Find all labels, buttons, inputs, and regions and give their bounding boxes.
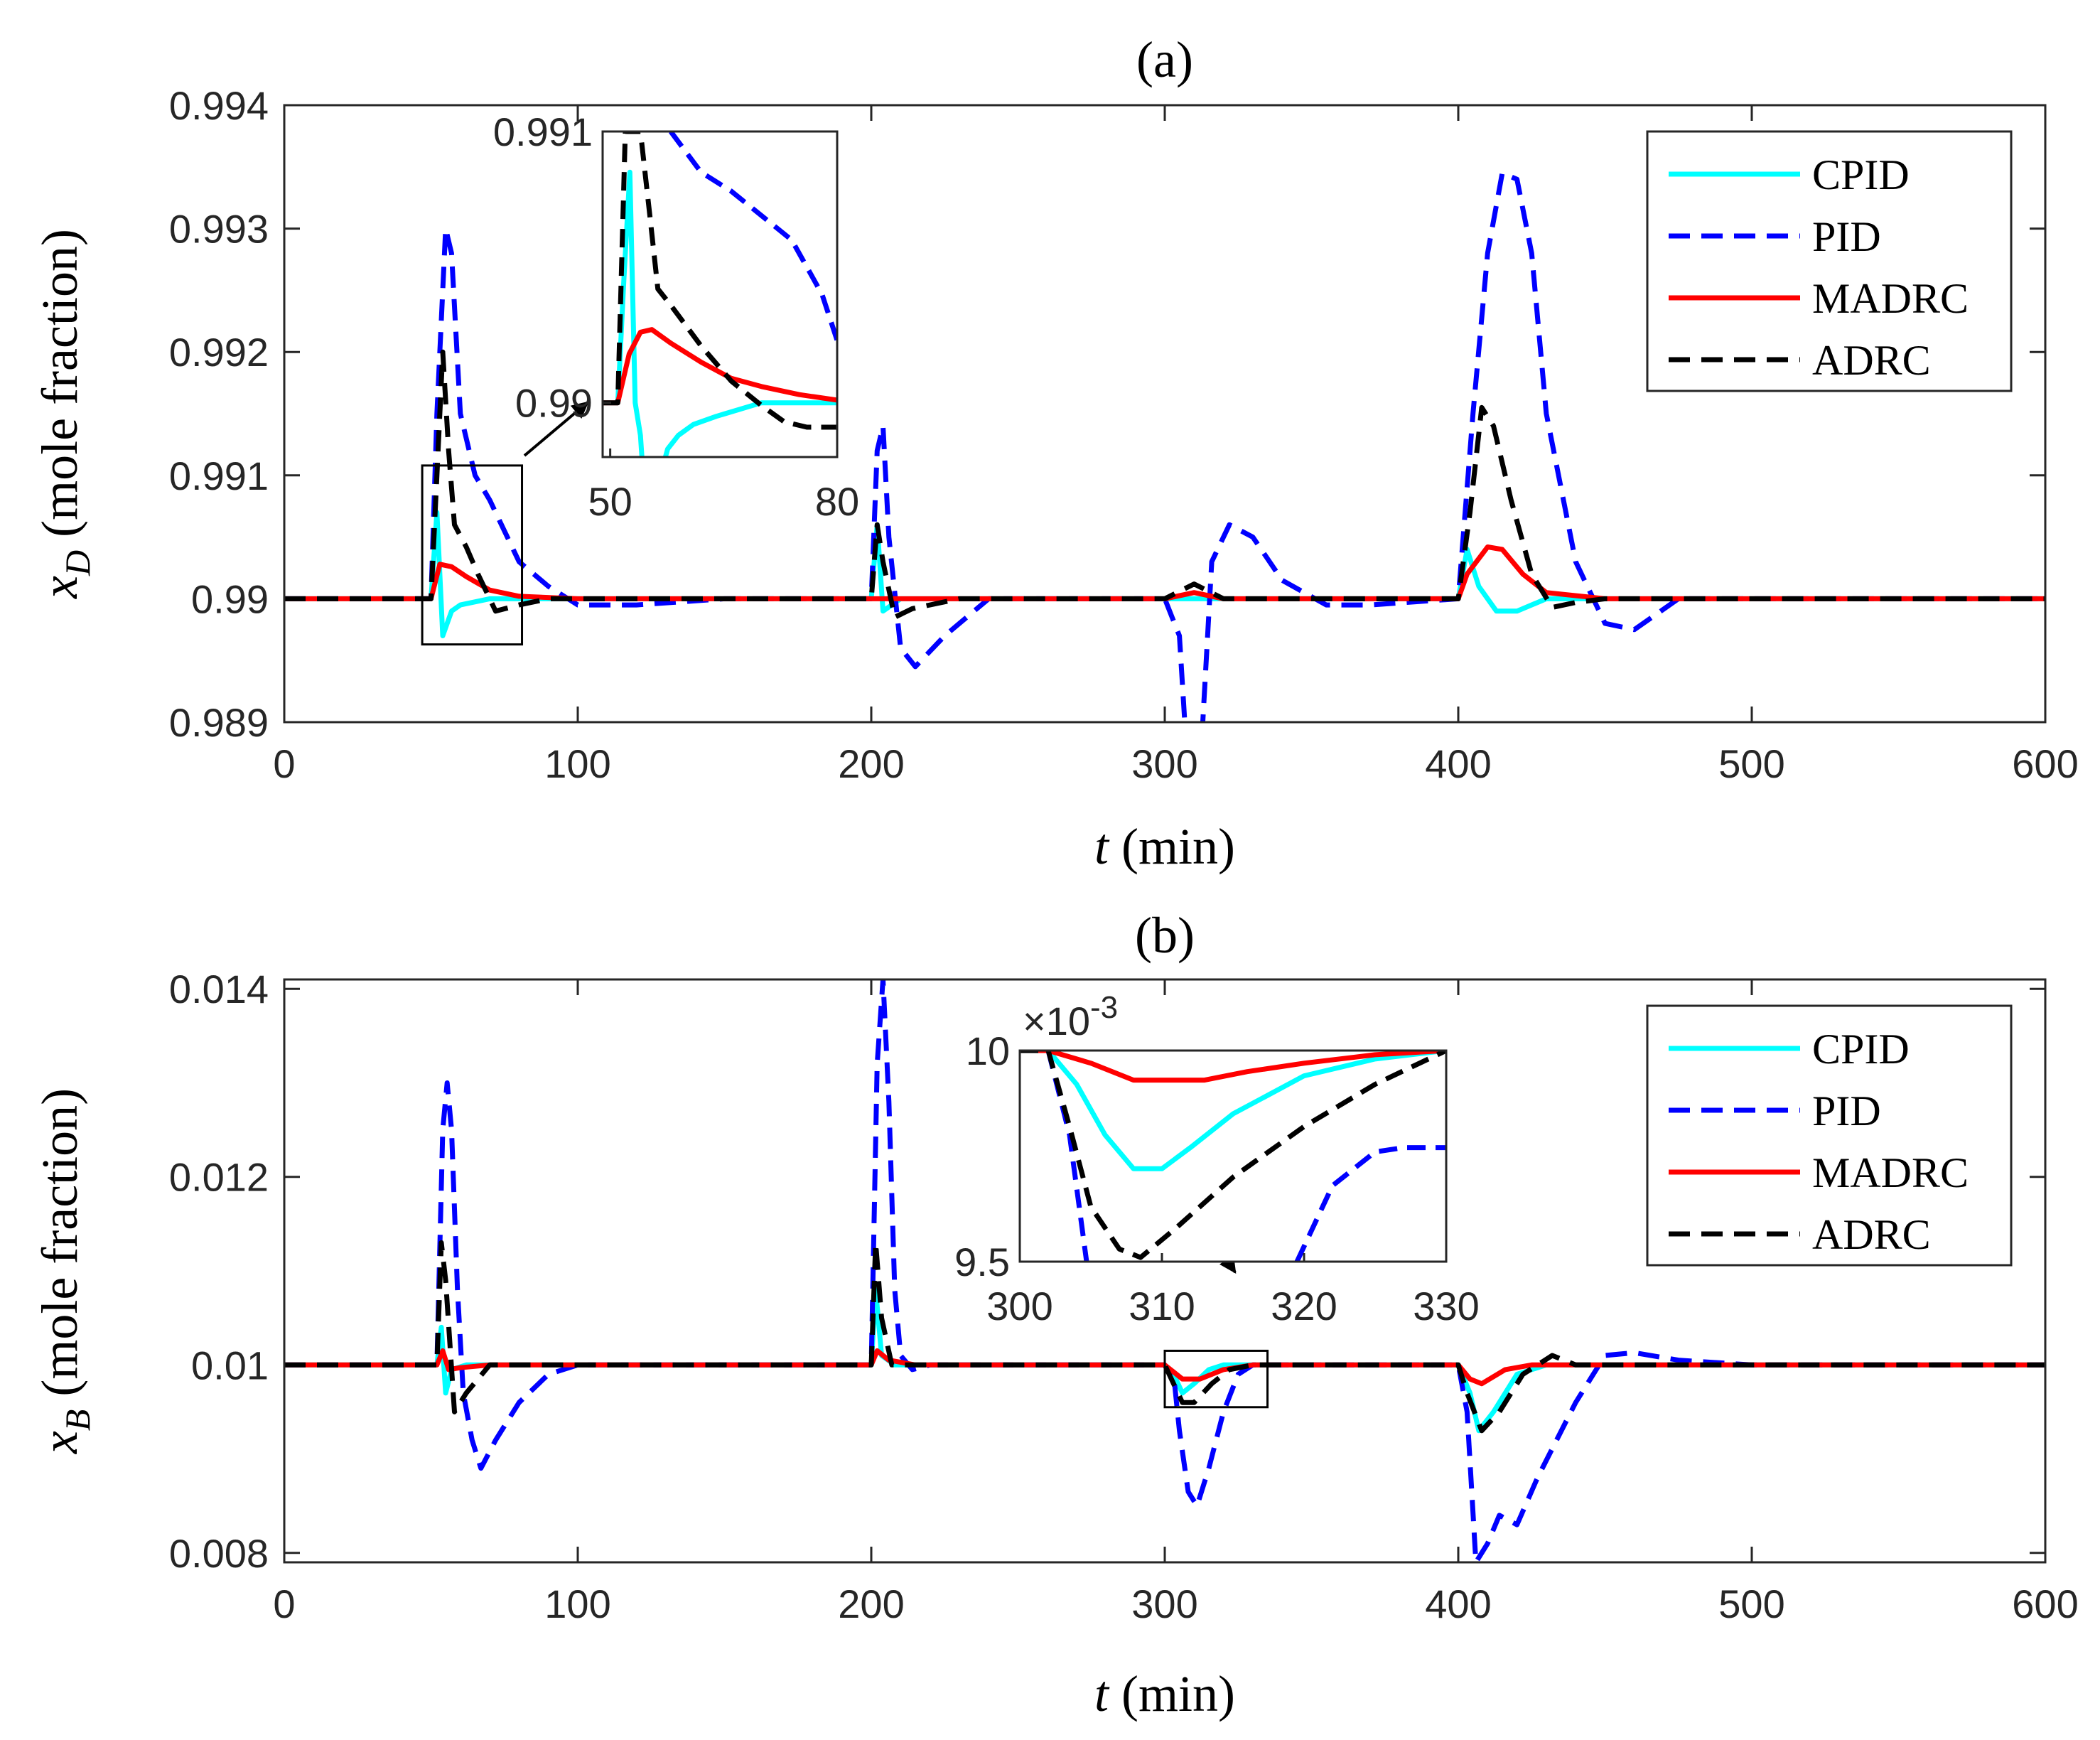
inset-x-tick-label: 50: [588, 479, 632, 524]
x-tick-label: 200: [838, 741, 904, 786]
series-group: [603, 131, 837, 457]
zoom-region-box: [421, 464, 524, 646]
x-tick-label: 400: [1425, 1581, 1491, 1626]
inset-y-tick-label: 9.5: [954, 1240, 1010, 1284]
series-line-adrc: [284, 349, 2045, 620]
series-line-pid: [284, 171, 2045, 722]
series-group: [284, 171, 2045, 722]
x-axis-label-unit: (min): [1109, 818, 1235, 875]
legend-label-madrc: MADRC: [1812, 275, 1969, 322]
inset-frame: [1018, 1049, 1448, 1263]
legend-label-adrc: ADRC: [1812, 337, 1931, 384]
y-axis-label-var: x: [31, 1431, 88, 1454]
y-axis-label: xD (mole fraction): [31, 229, 97, 599]
legend-label-cpid: CPID: [1812, 151, 1910, 198]
y-tick-label: 0.014: [169, 967, 269, 1011]
series-line-madrc: [284, 544, 2045, 601]
inset-chart: 50 80 0.99 0.991: [493, 109, 859, 524]
chart-title: (b): [1135, 907, 1195, 964]
legend: CPID PID MADRC ADRC: [1646, 130, 2013, 392]
inset-x-tick-label: 300: [986, 1284, 1052, 1328]
panel-a: (a) 0 100 200 300 400 500 600 0.989 0.99 0.991 0.99…: [31, 31, 2079, 875]
series-line-adrc: [1020, 1051, 1446, 1260]
inset-x-tick-label: 320: [1271, 1284, 1337, 1328]
x-axis-label-unit: (min): [1109, 1665, 1235, 1722]
y-tick-label: 0.994: [169, 83, 269, 128]
y-axis-label: xB (mole fraction): [31, 1088, 97, 1454]
legend-label-pid: PID: [1812, 213, 1881, 260]
x-tick-label: 0: [273, 1581, 295, 1626]
series-line-pid: [668, 131, 837, 341]
inset-chart: 300 310 320 330 9.5 10 ×10-3: [954, 990, 1480, 1328]
y-axis-label-unit: (mole fraction): [31, 229, 88, 550]
axes-frame: [283, 104, 2047, 724]
inset-x-tick-label: 80: [815, 479, 859, 524]
inset-exponent-power: -3: [1090, 990, 1118, 1025]
y-tick-label: 0.989: [169, 700, 269, 745]
series-line-cpid: [603, 169, 837, 457]
inset-exponent-label: ×10-3: [1023, 990, 1118, 1043]
series-line-pid2: [1294, 1145, 1446, 1262]
y-tick-label: 0.993: [169, 207, 269, 252]
legend-label-pid: PID: [1812, 1088, 1881, 1134]
inset-y-tick-label: 0.991: [493, 109, 593, 154]
chart-title: (a): [1136, 31, 1193, 88]
panel-b: (b) 0 100 200 300 400 500 600 0.008 0.01 0.012 0.01…: [31, 907, 2079, 1722]
zoom-arrow: [523, 401, 589, 457]
y-axis-label-sub: B: [58, 1409, 97, 1432]
x-tick-label: 600: [2012, 741, 2078, 786]
inset-y-tick-label: 10: [966, 1029, 1010, 1073]
x-axis-label: t (min): [1094, 1665, 1235, 1722]
x-tick-label: 100: [544, 1581, 610, 1626]
y-tick-label: 0.99: [191, 576, 269, 621]
legend-label-cpid: CPID: [1812, 1026, 1910, 1073]
series-line-cpid: [284, 510, 2045, 638]
series-line-cpid: [1020, 1051, 1446, 1171]
x-tick-label: 0: [273, 741, 295, 786]
x-tick-label: 500: [1718, 741, 1784, 786]
inset-frame: [601, 130, 839, 458]
axes-frame: [283, 978, 2047, 1564]
zoom-region-box: [1163, 1349, 1269, 1409]
y-tick-label: 0.992: [169, 330, 269, 375]
y-axis-label-var: x: [31, 576, 88, 599]
y-tick-label: 0.01: [191, 1343, 269, 1387]
x-tick-label: 400: [1425, 741, 1491, 786]
series-line-adrc: [284, 1240, 2045, 1434]
y-tick-label: 0.008: [169, 1531, 269, 1576]
x-tick-label: 300: [1131, 1581, 1197, 1626]
x-axis-label-var: t: [1094, 1665, 1110, 1722]
y-axis-label-unit: (mole fraction): [31, 1088, 88, 1409]
x-axis-label-var: t: [1094, 818, 1110, 875]
x-tick-label: 600: [2012, 1581, 2078, 1626]
series-line-madrc: [603, 327, 837, 406]
y-axis-label-sub: D: [58, 550, 97, 576]
x-tick-label: 100: [544, 741, 610, 786]
inset-exponent-base: ×10: [1023, 999, 1090, 1043]
x-tick-label: 200: [838, 1581, 904, 1626]
inset-y-tick-label: 0.99: [515, 381, 593, 426]
x-tick-label: 300: [1131, 741, 1197, 786]
series-group: [1020, 1051, 1446, 1262]
inset-x-tick-label: 310: [1129, 1284, 1195, 1328]
legend: CPID PID MADRC ADRC: [1646, 1004, 2013, 1267]
inset-x-tick-label: 330: [1413, 1284, 1479, 1328]
legend-label-adrc: ADRC: [1812, 1211, 1931, 1258]
series-line-madrc: [1020, 1051, 1446, 1083]
legend-label-madrc: MADRC: [1812, 1149, 1969, 1196]
y-tick-label: 0.012: [169, 1155, 269, 1200]
y-tick-label: 0.991: [169, 453, 269, 498]
x-tick-label: 500: [1718, 1581, 1784, 1626]
x-axis-label: t (min): [1094, 818, 1235, 875]
